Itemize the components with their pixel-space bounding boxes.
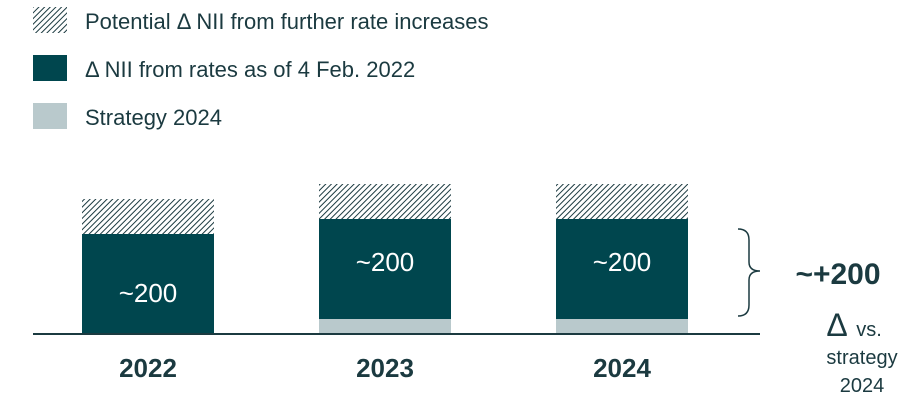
legend-label-potential: Potential Δ NII from further rate increa… [85, 9, 489, 34]
legend-swatch-strategy [33, 103, 67, 129]
bars-group: ~200 ~200 ~200 [82, 184, 688, 334]
legend-swatch-potential [33, 7, 67, 33]
x-axis-ticks: 2022 2023 2024 [119, 353, 651, 383]
bar-label-2024: ~200 [593, 247, 652, 277]
bar-2023-solid-light [319, 319, 451, 334]
bar-2023-solid-dark [319, 219, 451, 319]
x-tick-label-2024: 2024 [593, 353, 651, 383]
x-tick-label-2022: 2022 [119, 353, 177, 383]
bar-2024-solid-dark [556, 219, 688, 319]
bar-2023-hatched [319, 184, 451, 219]
bar-2022-hatched [82, 199, 214, 234]
legend: Potential Δ NII from further rate increa… [33, 7, 489, 130]
x-tick-label-2023: 2023 [356, 353, 414, 383]
bar-2024-solid-light [556, 319, 688, 334]
delta-symbol: Δ [826, 307, 847, 343]
delta-strategy-label: strategy [826, 347, 897, 369]
delta-year-label: 2024 [840, 375, 885, 397]
bar-label-2023: ~200 [356, 247, 415, 277]
delta-vs-label: vs. [856, 319, 882, 341]
bar-2022-solid-dark [82, 234, 214, 334]
delta-value: ~+200 [795, 258, 880, 291]
bar-label-2022: ~200 [119, 278, 178, 308]
bar-2024-hatched [556, 184, 688, 219]
legend-swatch-nii [33, 55, 67, 81]
legend-label-strategy: Strategy 2024 [85, 105, 222, 130]
delta-bracket [737, 228, 761, 317]
legend-label-nii: Δ NII from rates as of 4 Feb. 2022 [85, 57, 415, 82]
